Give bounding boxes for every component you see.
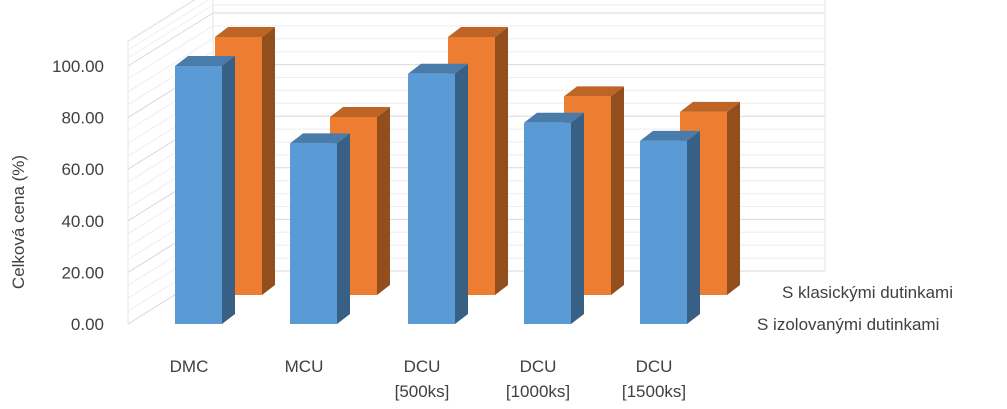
y-axis-label: Celková cena (%) xyxy=(9,155,28,289)
bar-front-2-front xyxy=(408,73,455,325)
x-tick-label: DCU [1000ks] xyxy=(506,357,570,401)
bar-front-3-top xyxy=(524,112,584,123)
bar-front-2 xyxy=(408,63,468,325)
series-labels: S klasickými dutinkami S izolovanými duti… xyxy=(757,283,953,334)
y-tick-labels: 0.00 20.00 40.00 60.00 80.00 100.00 xyxy=(52,57,104,334)
x-tick-label-line: DCU xyxy=(404,357,441,376)
bar-front-0 xyxy=(175,56,235,324)
x-tick-label: MCU xyxy=(285,357,324,376)
bar-back-4-top xyxy=(680,101,740,112)
x-tick-label: DMC xyxy=(170,357,209,376)
bar-back-1-side xyxy=(377,106,390,295)
y-tick-label: 100.00 xyxy=(52,57,104,76)
bar-back-0-top xyxy=(215,27,275,37)
y-tick-label: 0.00 xyxy=(71,315,104,334)
x-tick-label-line: DMC xyxy=(170,357,209,376)
bar-back-0-side xyxy=(262,27,275,295)
y-tick-label: 40.00 xyxy=(61,212,104,231)
x-tick-label-line: MCU xyxy=(285,357,324,376)
series-label-back: S klasickými dutinkami xyxy=(782,283,953,302)
bar-back-3-side xyxy=(611,86,624,295)
bar-front-4 xyxy=(640,130,700,324)
bar-front-1-front xyxy=(290,143,337,324)
y-tick-label: 20.00 xyxy=(61,263,104,282)
gridline-side xyxy=(127,0,197,43)
bar-front-4-side xyxy=(687,130,700,324)
x-tick-label-line: DCU xyxy=(520,357,557,376)
bar-front-0-top xyxy=(175,56,235,66)
y-tick-label: 80.00 xyxy=(61,109,104,128)
x-tick-label: DCU [1500ks] xyxy=(622,357,686,401)
x-tick-label-line: [1500ks] xyxy=(622,382,686,401)
bar-back-2-top xyxy=(448,27,508,37)
x-tick-label: DCU [500ks] xyxy=(395,357,450,401)
bar-back-4-side xyxy=(727,101,740,295)
x-tick-label-line: [1000ks] xyxy=(506,382,570,401)
x-tick-label-line: [500ks] xyxy=(395,382,450,401)
bar-back-2-side xyxy=(495,27,508,295)
bar-front-2-top xyxy=(408,63,468,74)
gridline-side xyxy=(127,25,214,80)
gridline-side xyxy=(127,12,214,67)
gridline-side xyxy=(127,38,214,93)
bar-front-0-front xyxy=(175,66,222,324)
bar-front-3 xyxy=(524,112,584,324)
bar-front-1-side xyxy=(337,133,350,324)
bar-back-1-top xyxy=(330,106,390,117)
gridline-side xyxy=(127,0,210,51)
front-series-bars xyxy=(175,56,700,325)
x-tick-label-line: DCU xyxy=(636,357,673,376)
bar-front-0-side xyxy=(222,56,235,324)
series-label-front: S izolovanými dutinkami xyxy=(757,315,939,334)
bar-front-4-top xyxy=(640,130,700,141)
bar-front-2-side xyxy=(455,63,468,325)
bar-front-1 xyxy=(290,133,350,324)
y-tick-label: 60.00 xyxy=(61,160,104,179)
x-tick-labels: DMC MCU DCU [500ks] DCU [1000ks] DCU [1500ks] xyxy=(170,357,686,401)
bar-front-1-top xyxy=(290,133,350,144)
bar-front-3-front xyxy=(524,122,571,324)
bar-back-3-top xyxy=(564,86,624,97)
bar-front-3-side xyxy=(571,112,584,324)
bar-front-4-front xyxy=(640,140,687,324)
gridline-side xyxy=(127,4,214,59)
